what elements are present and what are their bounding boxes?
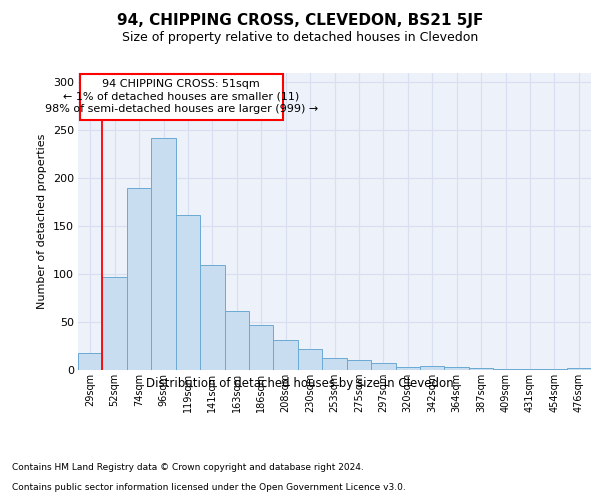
Y-axis label: Number of detached properties: Number of detached properties <box>37 134 47 309</box>
Bar <box>566 368 591 370</box>
Bar <box>493 369 518 370</box>
Bar <box>274 340 298 370</box>
Bar <box>542 369 566 370</box>
Bar <box>298 349 322 370</box>
Text: Contains HM Land Registry data © Crown copyright and database right 2024.: Contains HM Land Registry data © Crown c… <box>12 464 364 472</box>
Text: 94, CHIPPING CROSS, CLEVEDON, BS21 5JF: 94, CHIPPING CROSS, CLEVEDON, BS21 5JF <box>117 12 483 28</box>
Bar <box>151 138 176 370</box>
Text: Size of property relative to detached houses in Clevedon: Size of property relative to detached ho… <box>122 31 478 44</box>
Bar <box>445 367 469 370</box>
Bar <box>518 369 542 370</box>
Bar <box>224 310 249 370</box>
FancyBboxPatch shape <box>80 74 283 120</box>
Bar <box>420 366 445 370</box>
Text: 94 CHIPPING CROSS: 51sqm: 94 CHIPPING CROSS: 51sqm <box>103 79 260 89</box>
Text: Contains public sector information licensed under the Open Government Licence v3: Contains public sector information licen… <box>12 484 406 492</box>
Bar <box>127 188 151 370</box>
Bar <box>103 277 127 370</box>
Text: ← 1% of detached houses are smaller (11): ← 1% of detached houses are smaller (11) <box>63 92 299 102</box>
Bar <box>469 368 493 370</box>
Bar <box>395 367 420 370</box>
Bar <box>371 364 395 370</box>
Text: Distribution of detached houses by size in Clevedon: Distribution of detached houses by size … <box>146 378 454 390</box>
Bar <box>78 352 103 370</box>
Bar <box>200 266 224 370</box>
Text: 98% of semi-detached houses are larger (999) →: 98% of semi-detached houses are larger (… <box>45 104 318 114</box>
Bar <box>249 325 274 370</box>
Bar <box>322 358 347 370</box>
Bar <box>176 214 200 370</box>
Bar <box>347 360 371 370</box>
